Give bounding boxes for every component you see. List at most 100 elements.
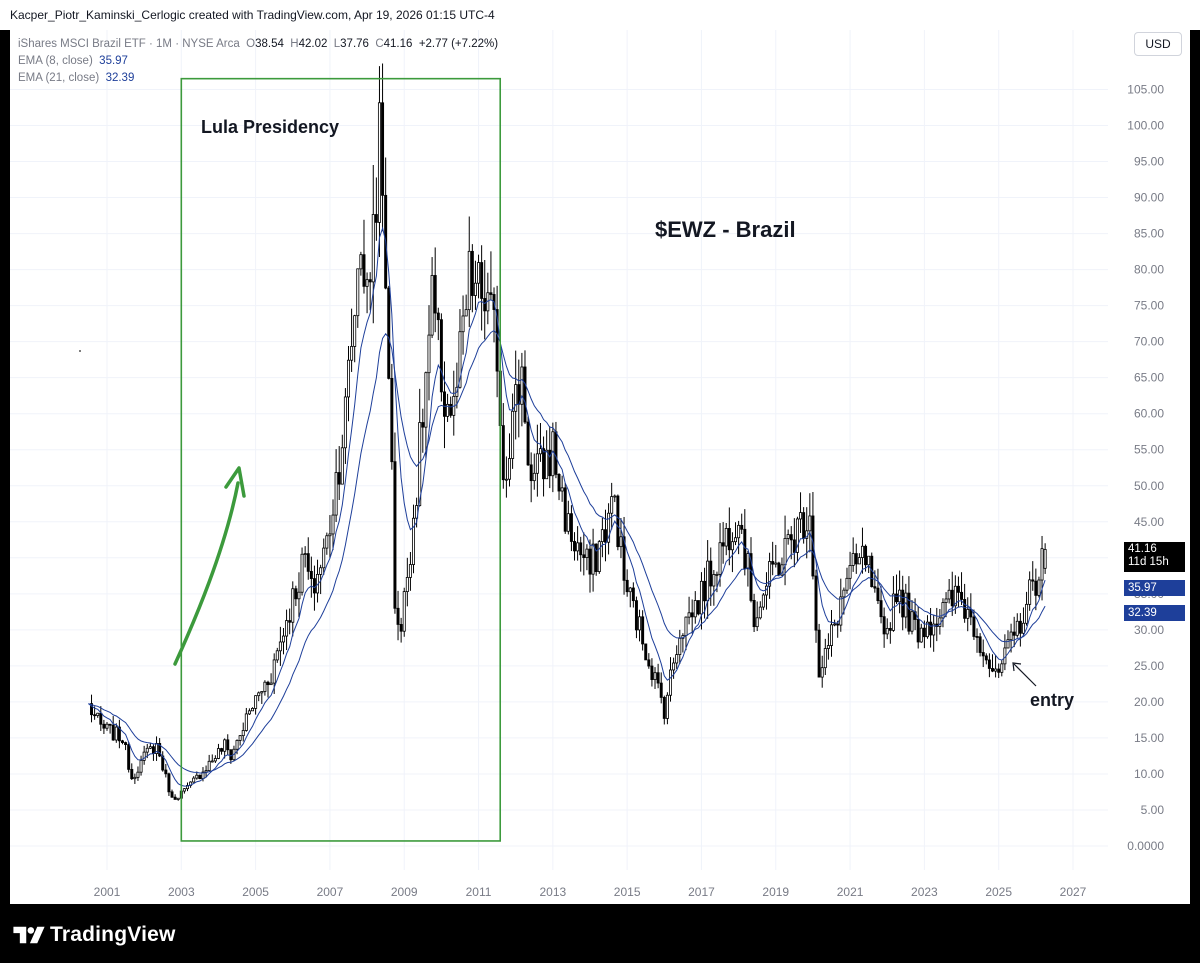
candle-up — [514, 384, 518, 412]
candle-down — [573, 541, 577, 552]
candle-down — [436, 312, 440, 321]
stray-dot — [79, 350, 81, 352]
candle-down — [167, 773, 171, 793]
candle-up — [724, 528, 728, 547]
close-label: C — [375, 38, 384, 50]
candle-up — [182, 788, 186, 792]
x-tick-label: 2015 — [614, 885, 641, 899]
candle-down — [864, 545, 868, 566]
candle-up — [353, 315, 357, 347]
candle-up — [325, 535, 329, 549]
candle-up — [867, 555, 871, 566]
candle-up — [845, 577, 849, 591]
ema8-line — [88, 226, 1046, 787]
green-uptrend-arrow — [173, 481, 240, 666]
candle-up — [1009, 631, 1013, 641]
candle-down — [563, 487, 567, 532]
candle-down — [421, 422, 425, 428]
candle-down — [266, 681, 270, 686]
candle-up — [210, 760, 214, 763]
candle-down — [901, 589, 905, 618]
x-tick-label: 2021 — [837, 885, 864, 899]
candle-up — [795, 518, 799, 553]
chart-panel[interactable]: 0.00005.0010.0015.0020.0025.0030.0035.00… — [10, 30, 1190, 904]
candle-up — [953, 585, 957, 607]
candle-up — [566, 513, 570, 532]
candle-up — [254, 695, 258, 709]
legend-ema8-row[interactable]: EMA (8, close) 35.97 — [18, 53, 498, 70]
y-tick-label: 95.00 — [1134, 155, 1164, 169]
candle-down — [433, 275, 437, 314]
candle-down — [690, 612, 694, 618]
candle-down — [740, 524, 744, 530]
candle-up — [359, 254, 363, 270]
y-tick-label: 85.00 — [1134, 227, 1164, 241]
attribution-bar: Kacper_Piotr_Kaminski_Cerlogic created w… — [0, 0, 1200, 30]
candle-up — [297, 591, 301, 600]
candle-down — [99, 712, 103, 725]
candle-up — [319, 567, 323, 575]
candle-up — [260, 691, 264, 694]
candle-up — [820, 667, 824, 678]
candle-down — [814, 575, 818, 631]
currency-button[interactable]: USD — [1134, 32, 1182, 56]
candle-up — [706, 560, 710, 602]
candle-up — [786, 534, 790, 539]
candle-up — [576, 542, 580, 552]
candle-up — [207, 760, 211, 772]
candle-down — [792, 539, 796, 553]
candle-down — [802, 512, 806, 539]
y-tick-label: 45.00 — [1134, 515, 1164, 529]
candle-down — [603, 529, 607, 543]
candle-down — [997, 668, 1001, 673]
chart-canvas[interactable]: 0.00005.0010.0015.0020.0025.0030.0035.00… — [10, 30, 1190, 904]
candle-up — [535, 453, 539, 474]
candle-down — [374, 214, 378, 223]
candle-up — [241, 730, 245, 737]
candle-down — [111, 724, 115, 741]
candle-down — [956, 585, 960, 593]
candle-up — [405, 577, 409, 593]
candle-up — [638, 616, 642, 631]
candle-down — [817, 629, 821, 678]
candle-down — [582, 554, 586, 559]
candle-up — [774, 562, 778, 565]
candle-up — [687, 612, 691, 618]
candle-down — [888, 627, 892, 631]
candle-up — [597, 541, 601, 572]
candle-down — [127, 744, 131, 770]
y-tick-label: 75.00 — [1134, 299, 1164, 313]
candle-up — [114, 726, 118, 741]
candle-up — [768, 561, 772, 587]
candle-up — [718, 542, 722, 575]
y-tick-label: 80.00 — [1134, 263, 1164, 277]
candle-down — [703, 580, 707, 602]
candle-up — [213, 758, 217, 762]
candle-up — [910, 611, 914, 632]
candle-up — [734, 537, 738, 543]
candle-down — [294, 588, 298, 600]
candle-up — [1037, 579, 1041, 596]
tradingview-logo[interactable]: TradingView — [12, 922, 176, 948]
candle-up — [665, 694, 669, 719]
low-label: L — [333, 38, 341, 50]
ema8-price-tag: 35.97 — [1124, 580, 1185, 596]
symbol-description[interactable]: iShares MSCI Brazil ETF · 1M · NYSE Arca — [18, 38, 240, 50]
candle-down — [312, 578, 316, 594]
candle-up — [761, 594, 765, 608]
last-price-tag: 41.16 11d 15h — [1124, 542, 1185, 572]
x-axis: 2001 2003 2005 2007 2009 2011 2013 2015 2017 2019… — [94, 885, 1087, 899]
candle-down — [659, 682, 663, 698]
high-value: 42.02 — [298, 38, 328, 50]
candle-down — [362, 254, 366, 287]
candle-down — [882, 616, 886, 635]
candle-up — [412, 517, 416, 565]
legend-ema21-row[interactable]: EMA (21, close) 32.39 — [18, 70, 498, 87]
candle-down — [399, 624, 403, 632]
candle-up — [675, 654, 679, 664]
candle-up — [235, 740, 239, 750]
candle-down — [960, 591, 964, 600]
candle-up — [244, 713, 248, 731]
candle-down — [650, 665, 654, 680]
candle-up — [830, 624, 833, 646]
